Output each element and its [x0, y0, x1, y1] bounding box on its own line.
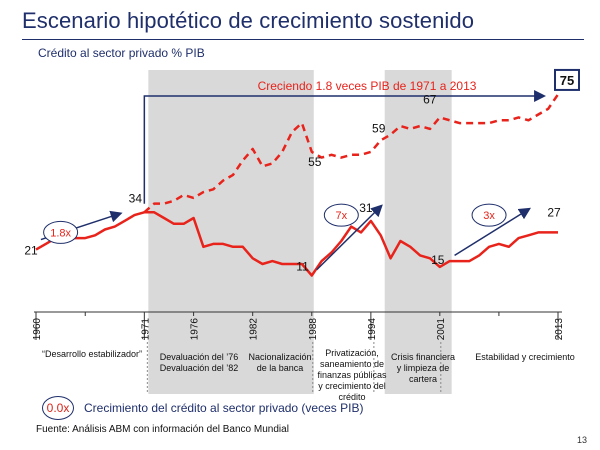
x-tick-label: 1994	[367, 318, 378, 341]
multiplier-label: 7x	[336, 210, 348, 222]
long-growth-arrow	[143, 95, 538, 204]
data-label: 55	[308, 155, 322, 169]
x-tick-label: 1971	[140, 318, 151, 341]
multiplier-label: 3x	[483, 210, 495, 222]
data-label: 75	[560, 73, 574, 88]
shaded-period-1	[384, 70, 452, 394]
title-divider	[22, 39, 584, 40]
data-label: 34	[129, 191, 143, 205]
multiplier-badge	[471, 203, 507, 227]
period-label-nacionalizacion: Nacionalización de la banca	[248, 352, 312, 373]
growth-arrow-2001	[454, 207, 531, 257]
x-tick-label: 1960	[32, 318, 43, 341]
x-tick-label: 2001	[436, 318, 447, 341]
data-label: 11	[296, 260, 309, 274]
period-label-crisis: Crisis financiera y limpieza de cartera	[390, 352, 456, 384]
multiplier-badge	[43, 220, 79, 244]
multiplier-label: 1.8x	[50, 227, 71, 239]
data-label: 67	[423, 92, 437, 106]
growth-annotation: Creciendo 1.8 veces PIB de 1971 a 2013	[258, 79, 477, 93]
legend-badge: 0.0x	[42, 396, 74, 420]
page-number: 13	[577, 435, 588, 445]
period-label-estabilidad: Estabilidad y crecimiento	[475, 352, 575, 362]
x-tick-label: 1982	[249, 318, 260, 341]
data-label: 21	[24, 244, 38, 258]
data-label: 31	[359, 201, 373, 215]
x-tick-label: 2013	[554, 318, 565, 341]
shaded-period-0	[148, 70, 314, 394]
series-line-dashed	[143, 93, 560, 214]
x-tick-label: 1976	[190, 318, 201, 341]
data-label: 27	[547, 205, 561, 219]
multiplier-badge	[323, 203, 359, 227]
growth-arrow-1988	[316, 204, 383, 271]
legend-text: Crecimiento del crédito al sector privad…	[84, 401, 364, 415]
page-title: Escenario hipotético de crecimiento sost…	[22, 8, 475, 33]
x-tick-label: 1988	[308, 318, 319, 341]
period-label-privatizacion: Privatización, saneamiento de finanzas p…	[317, 348, 387, 402]
highlight-value-box	[554, 68, 580, 91]
series-line-solid	[35, 211, 558, 277]
data-label: 15	[431, 253, 445, 267]
data-label: 59	[372, 121, 386, 135]
chart-subtitle: Crédito al sector privado % PIB	[38, 46, 205, 60]
period-label-desarrollo: “Desarrollo estabilizador”	[41, 349, 143, 359]
period-label-devaluacion: Devaluación del ’76 Devaluación del ’82	[159, 352, 239, 373]
source-note: Fuente: Análisis ABM con información del…	[36, 424, 289, 435]
